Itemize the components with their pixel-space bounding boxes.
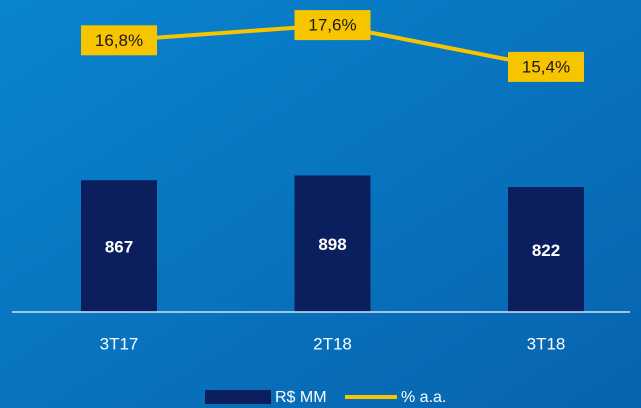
x-tick-label: 2T18 bbox=[313, 334, 352, 353]
legend-swatch bbox=[205, 390, 271, 404]
bar bbox=[508, 187, 584, 312]
label-box bbox=[294, 10, 371, 41]
legend-label: R$ MM bbox=[275, 389, 327, 406]
bar bbox=[81, 180, 157, 312]
bar-value-label: 822 bbox=[532, 241, 560, 260]
label-box bbox=[508, 51, 584, 82]
bar-value-label: 867 bbox=[105, 238, 133, 257]
legend-label: % a.a. bbox=[401, 389, 446, 406]
line-value-label: 17,6% bbox=[308, 16, 356, 35]
bar bbox=[294, 175, 371, 312]
bar-value-label: 898 bbox=[318, 235, 346, 254]
label-box bbox=[81, 25, 157, 56]
line-value-label: 15,4% bbox=[522, 57, 570, 76]
line-value-label: 16,8% bbox=[95, 31, 143, 50]
x-tick-label: 3T18 bbox=[527, 334, 566, 353]
x-tick-label: 3T17 bbox=[100, 334, 139, 353]
